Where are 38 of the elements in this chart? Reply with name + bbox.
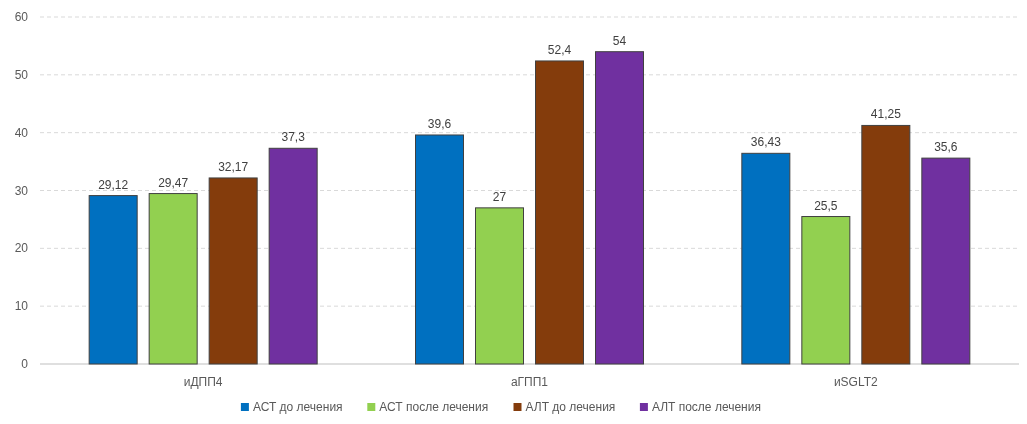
data-label: 27 [492,189,507,204]
x-tick-label: иДПП4 [183,375,223,389]
data-label: 39,6 [427,116,452,131]
legend-label: АЛТ после лечения [651,400,761,414]
bar [475,207,524,365]
x-tick-label: иSGLT2 [833,375,879,389]
bar [535,60,584,365]
legend-label: АСТ после лечения [379,400,489,414]
bar [88,195,138,365]
legend-label: АЛТ до лечения [525,400,616,414]
y-tick-label: 10 [14,299,29,314]
bar [268,147,318,365]
y-tick-label: 60 [14,10,29,24]
bar [801,216,851,365]
data-label: 32,17 [218,159,249,174]
bar [921,157,971,365]
bar [148,193,198,365]
y-tick-label: 30 [14,183,29,198]
data-label: 29,47 [158,175,189,190]
data-label: 52,4 [547,42,572,57]
data-label: 36,43 [750,135,782,150]
legend-label: АСТ до лечения [252,400,343,414]
data-label: 41,25 [870,107,902,122]
bar [861,124,911,365]
bar [741,152,791,365]
data-label: 35,6 [934,140,958,155]
y-tick-label: 40 [14,125,29,140]
data-label: 37,3 [281,130,306,145]
data-label: 25,5 [814,198,838,213]
x-tick-label: аГПП1 [510,375,549,389]
bar [208,177,258,365]
y-tick-label: 50 [14,67,29,82]
data-label: 54 [612,33,627,48]
bar [595,51,644,365]
y-tick-label: 20 [14,241,29,256]
data-label: 29,12 [98,177,129,192]
y-tick-label: 0 [21,357,29,371]
bar [415,134,464,365]
